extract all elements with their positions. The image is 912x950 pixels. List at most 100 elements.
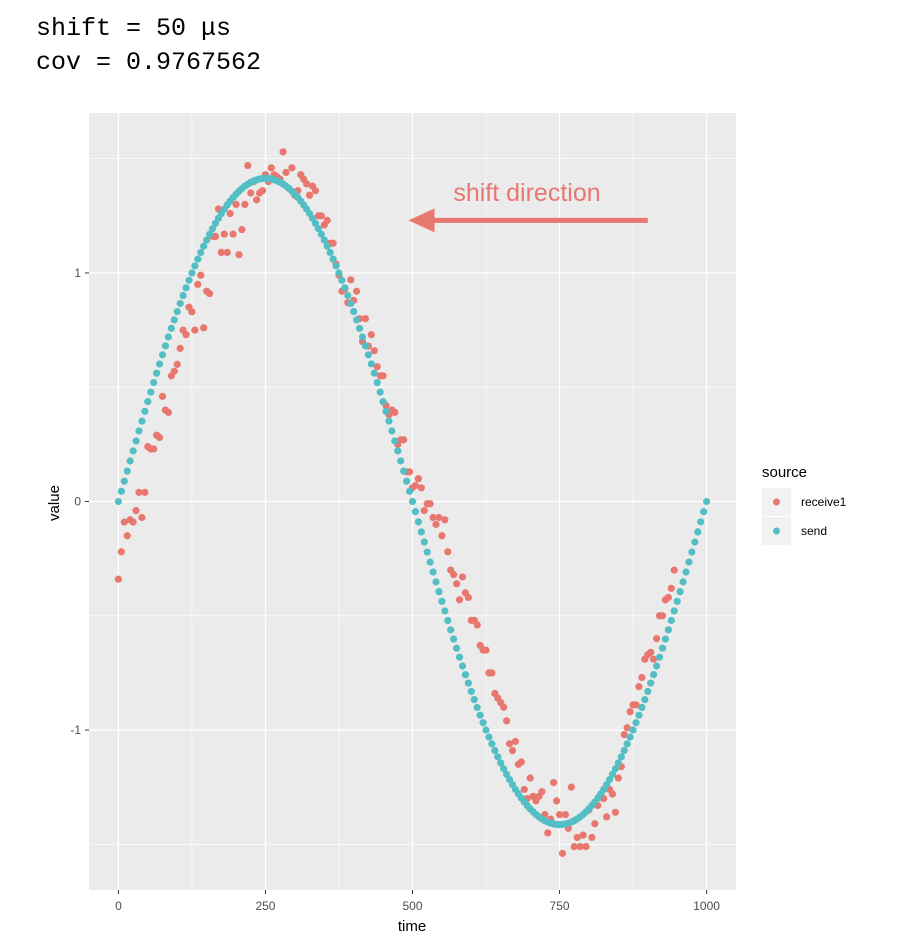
axis-ticks <box>85 272 708 894</box>
x-tick-label: 0 <box>115 899 122 913</box>
send-point <box>700 508 708 516</box>
receive1-point <box>370 347 378 355</box>
send-point <box>617 753 625 761</box>
receive1-point <box>173 360 181 368</box>
send-point <box>208 225 217 233</box>
receive1-point <box>135 488 143 496</box>
send-point <box>123 467 131 475</box>
x-tick-label: 250 <box>255 899 275 913</box>
receive1-point <box>626 708 634 716</box>
send-point <box>658 644 667 652</box>
receive1-point <box>500 703 508 711</box>
send-point <box>661 635 670 643</box>
receive1-point <box>632 701 640 709</box>
send-point <box>164 333 173 341</box>
send-point <box>338 276 346 284</box>
receive1-point <box>650 655 658 663</box>
receive1-point <box>411 481 420 490</box>
receive1-point <box>561 810 570 819</box>
send-point <box>470 695 478 704</box>
legend-label-receive1: receive1 <box>801 495 847 509</box>
receive1-point <box>164 408 173 416</box>
send-point <box>673 597 681 605</box>
legend-key-receive1 <box>773 498 780 506</box>
receive1-point <box>317 212 325 220</box>
send-point <box>397 457 405 465</box>
receive1-point <box>526 774 534 782</box>
send-point <box>644 687 652 696</box>
send-point <box>467 687 475 696</box>
receive1-point <box>635 683 643 691</box>
send-point <box>350 307 358 316</box>
receive1-point <box>517 758 525 766</box>
receive1-point <box>158 392 167 400</box>
send-point <box>388 427 396 435</box>
send-point <box>623 740 631 748</box>
send-point <box>361 342 370 350</box>
send-point <box>385 417 393 425</box>
send-point <box>638 703 646 712</box>
send-point <box>423 548 431 556</box>
plot-header: shift = 50 μs cov = 0.9767562 <box>36 12 261 80</box>
send-point <box>611 765 620 773</box>
send-point <box>188 269 196 277</box>
receive1-point <box>132 507 140 515</box>
send-point <box>176 299 184 308</box>
send-point <box>147 388 155 396</box>
receive1-point <box>511 737 520 746</box>
send-point <box>341 284 349 292</box>
send-point <box>382 407 390 415</box>
send-point <box>144 398 152 406</box>
receive1-point <box>614 774 622 782</box>
receive1-point <box>450 571 458 579</box>
send-point <box>417 528 425 536</box>
receive1-point <box>464 593 472 602</box>
send-point <box>158 351 167 359</box>
send-point <box>358 333 367 341</box>
receive1-point <box>453 580 461 588</box>
receive1-point <box>664 593 672 602</box>
receive1-point <box>576 842 584 851</box>
receive1-point <box>182 331 190 339</box>
receive1-point <box>444 548 452 556</box>
receive1-point <box>620 731 628 739</box>
send-point <box>170 316 178 324</box>
send-point <box>441 607 449 615</box>
receive1-point <box>197 271 205 279</box>
send-point <box>414 518 422 526</box>
y-tick-label: 0 <box>74 495 81 509</box>
send-point <box>679 578 687 586</box>
send-point <box>652 662 661 670</box>
receive1-point <box>123 532 131 540</box>
receive1-point <box>244 161 252 170</box>
send-point <box>332 262 340 270</box>
receive1-point <box>652 635 661 643</box>
send-point <box>632 719 640 727</box>
send-point <box>420 538 428 546</box>
send-point <box>135 427 143 435</box>
receive1-point <box>150 445 158 453</box>
send-point <box>444 616 452 625</box>
x-axis-title: time <box>398 918 426 935</box>
x-tick-label: 500 <box>402 899 422 913</box>
send-point <box>447 626 455 634</box>
send-point <box>667 616 675 625</box>
receive1-point <box>432 520 440 528</box>
x-tick-label: 750 <box>550 899 570 913</box>
send-point <box>403 477 411 485</box>
receive1-point <box>191 326 199 334</box>
receive1-point <box>303 180 311 188</box>
send-point <box>347 299 355 308</box>
send-point <box>191 262 199 270</box>
receive1-point <box>603 813 611 821</box>
receive1-point <box>170 367 178 375</box>
send-point <box>141 407 149 415</box>
receive1-point <box>503 717 511 725</box>
receive1-point <box>241 200 249 209</box>
receive1-point <box>305 191 314 199</box>
receive1-point <box>647 648 655 656</box>
receive1-point <box>441 516 449 524</box>
send-point <box>473 703 481 712</box>
send-point <box>455 653 464 661</box>
